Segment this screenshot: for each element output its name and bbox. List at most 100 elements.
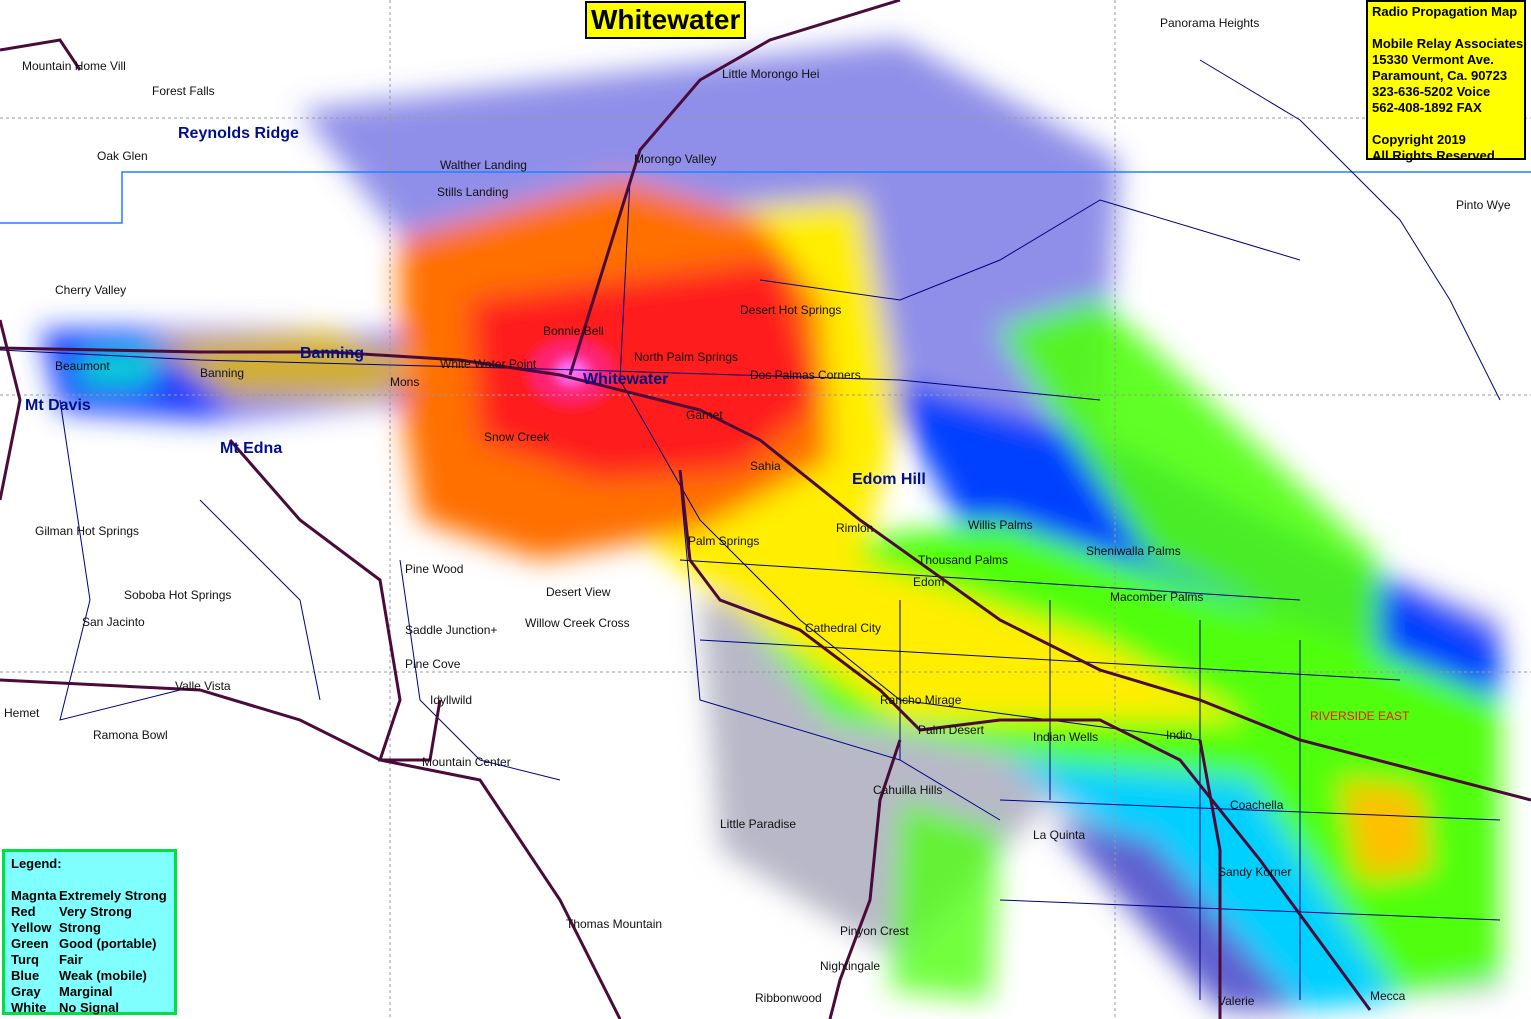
place-label: Beaumont bbox=[55, 359, 110, 373]
place-label: Mountain Home Vill bbox=[22, 59, 126, 73]
place-label: Mt Edna bbox=[220, 440, 283, 457]
place-label: Little Morongo Hei bbox=[722, 67, 820, 81]
place-label: Cahuilla Hills bbox=[873, 783, 943, 797]
legend-color: Blue bbox=[11, 968, 40, 983]
legend-color: Green bbox=[11, 936, 49, 951]
legend-color: Red bbox=[11, 904, 36, 919]
coverage-layer bbox=[40, 40, 1500, 1010]
place-label: Gilman Hot Springs bbox=[35, 524, 140, 538]
legend-item: Magnta Extremely Strong bbox=[11, 888, 168, 904]
place-label: Stills Landing bbox=[437, 185, 509, 199]
place-label: Valle Vista bbox=[175, 679, 231, 693]
place-label: Banning bbox=[300, 345, 364, 362]
place-label: Macomber Palms bbox=[1110, 590, 1204, 604]
highway-74-west bbox=[0, 678, 622, 1019]
place-label: Saddle Junction+ bbox=[405, 623, 498, 637]
highway-111 bbox=[678, 469, 1372, 1011]
highway-86 bbox=[1198, 739, 1222, 1019]
place-label: Whitewater bbox=[583, 371, 669, 388]
place-label: Mons bbox=[390, 375, 420, 389]
highway-74 bbox=[828, 739, 902, 1019]
place-label: Thousand Palms bbox=[918, 553, 1009, 567]
place-label: Cherry Valley bbox=[55, 283, 127, 297]
place-label: Oak Glen bbox=[97, 149, 148, 163]
local-roads bbox=[0, 59, 1501, 1000]
legend-meaning: Very Strong bbox=[59, 904, 132, 919]
place-label: Reynolds Ridge bbox=[178, 125, 299, 142]
legend-item: Gray Marginal bbox=[11, 984, 168, 1000]
legend-item: Blue Weak (mobile) bbox=[11, 968, 168, 984]
legend-item: White No Signal bbox=[11, 1000, 168, 1016]
place-label: Palm Desert bbox=[918, 723, 985, 737]
place-label: Valerie bbox=[1218, 994, 1255, 1008]
place-label: Mecca bbox=[1370, 989, 1406, 1003]
place-label: Mt Davis bbox=[25, 397, 91, 414]
place-label: Forest Falls bbox=[152, 84, 215, 98]
rights: All Rights Reserved bbox=[1372, 148, 1495, 163]
place-label: Ribbonwood bbox=[755, 991, 822, 1005]
place-label: Sandy Korner bbox=[1218, 865, 1292, 879]
place-label: Snow Creek bbox=[484, 430, 550, 444]
fax-number: 562-408-1892 FAX bbox=[1372, 100, 1482, 115]
place-label: Edom Hill bbox=[852, 471, 926, 488]
map-title: Whitewater bbox=[585, 1, 747, 39]
place-label: Sheniwalla Palms bbox=[1086, 544, 1181, 558]
info-heading: Radio Propagation Map bbox=[1372, 4, 1518, 19]
legend-meaning: No Signal bbox=[59, 1000, 119, 1015]
legend-item: Red Very Strong bbox=[11, 904, 168, 920]
voice-phone: 323-636-5202 Voice bbox=[1372, 84, 1491, 99]
legend-meaning: Weak (mobile) bbox=[59, 968, 147, 983]
place-label: RIVERSIDE EAST bbox=[1310, 709, 1410, 723]
legend-color: Gray bbox=[11, 984, 41, 999]
place-label: Pinto Wye bbox=[1456, 198, 1511, 212]
place-label: Willow Creek Cross bbox=[525, 616, 630, 630]
info-box: Radio Propagation Map Mobile Relay Assoc… bbox=[1366, 0, 1526, 163]
place-label: Sahia bbox=[750, 459, 781, 473]
city-address: Paramount, Ca. 90723 bbox=[1372, 68, 1508, 83]
place-label: Thomas Mountain bbox=[566, 917, 663, 931]
place-label: Edom bbox=[913, 575, 945, 589]
place-label: Little Paradise bbox=[720, 817, 797, 831]
legend-meaning: Marginal bbox=[59, 984, 113, 999]
place-label: Bonnie Bell bbox=[543, 324, 604, 338]
legend-item: Green Good (portable) bbox=[11, 936, 168, 952]
street-address: 15330 Vermont Ave. bbox=[1372, 52, 1494, 67]
legend-item: Turq Fair bbox=[11, 952, 168, 968]
place-label: Pinyon Crest bbox=[840, 924, 909, 938]
legend-color: Yellow bbox=[11, 920, 52, 935]
highway-38 bbox=[0, 38, 82, 71]
place-label: Coachella bbox=[1230, 798, 1284, 812]
place-label: Cathedral City bbox=[805, 621, 882, 635]
place-label: Soboba Hot Springs bbox=[124, 588, 232, 602]
legend-color: White bbox=[11, 1000, 47, 1015]
legend-meaning: Fair bbox=[59, 952, 83, 967]
legend-title: Legend: bbox=[11, 856, 62, 871]
legend-item: Yellow Strong bbox=[11, 920, 168, 936]
place-label: Panorama Heights bbox=[1160, 16, 1260, 30]
place-label: Garnet bbox=[686, 408, 723, 422]
copyright: Copyright 2019 bbox=[1372, 132, 1466, 147]
place-label: White Water Point bbox=[440, 357, 537, 371]
place-label: La Quinta bbox=[1033, 828, 1086, 842]
place-label: Dos Palmas Corners bbox=[750, 368, 861, 382]
place-label: Idyllwild bbox=[430, 693, 473, 707]
place-label: Rimlon bbox=[836, 521, 874, 535]
company-name: Mobile Relay Associates bbox=[1372, 36, 1524, 51]
place-label: Nightingale bbox=[820, 959, 881, 973]
interstate-10 bbox=[0, 346, 1531, 802]
highway-79 bbox=[0, 319, 22, 501]
legend-meaning: Good (portable) bbox=[59, 936, 157, 951]
place-label: North Palm Springs bbox=[634, 350, 739, 364]
place-label: Hemet bbox=[4, 706, 40, 720]
legend-color: Turq bbox=[11, 952, 39, 967]
place-label: Indio bbox=[1166, 728, 1193, 742]
place-label: Ramona Bowl bbox=[93, 728, 168, 742]
place-label: Willis Palms bbox=[968, 518, 1033, 532]
county-boundary bbox=[0, 171, 1531, 224]
place-label: San Jacinto bbox=[82, 615, 145, 629]
place-label: Pine Wood bbox=[405, 562, 464, 576]
place-label: Palm Springs bbox=[688, 534, 760, 548]
